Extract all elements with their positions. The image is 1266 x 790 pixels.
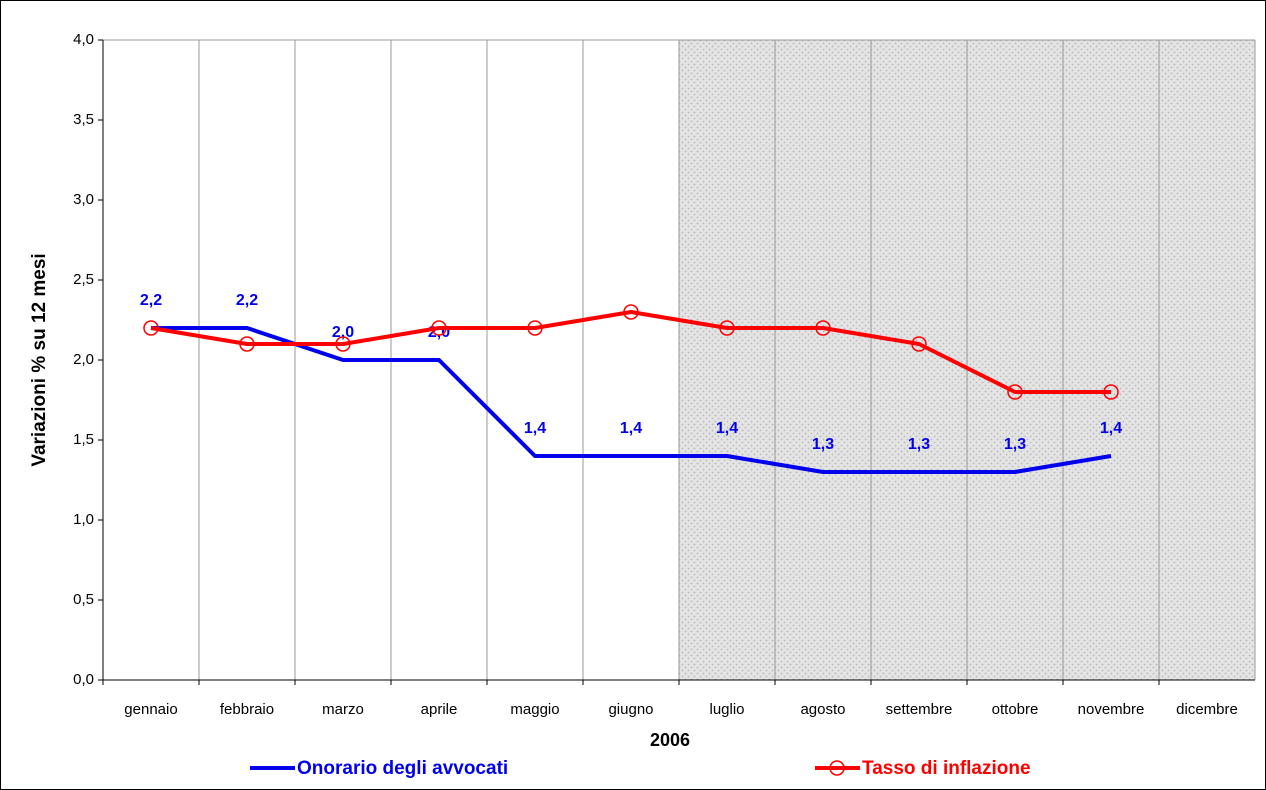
x-tick-label: aprile	[421, 701, 458, 718]
legend-label: Tasso di inflazione	[862, 758, 1031, 779]
series-line	[151, 326, 1112, 474]
marker	[239, 336, 255, 352]
x-tick-label: dicembre	[1176, 701, 1238, 718]
x-tick-label: ottobre	[992, 701, 1039, 718]
value-label: 2,2	[236, 292, 258, 309]
value-label: 1,3	[1004, 436, 1026, 453]
x-tick-label: marzo	[322, 701, 364, 718]
x-tick-label: settembre	[886, 701, 953, 718]
marker	[335, 336, 351, 352]
legend-marker	[829, 760, 845, 776]
y-tick-label: 2,5	[73, 271, 94, 288]
y-axis-title: Variazioni % su 12 mesi	[29, 253, 50, 466]
x-axis-title: 2006	[650, 730, 690, 750]
x-tick-label: maggio	[510, 701, 559, 718]
value-label: 2,2	[140, 292, 162, 309]
marker	[911, 336, 927, 352]
y-tick-label: 1,5	[73, 431, 94, 448]
y-tick-label: 4,0	[73, 31, 94, 48]
marker	[719, 320, 735, 336]
value-label: 1,3	[908, 436, 930, 453]
marker	[527, 320, 543, 336]
series-line	[150, 310, 1111, 394]
y-tick-label: 3,0	[73, 191, 94, 208]
value-label: 1,4	[716, 420, 738, 437]
marker	[143, 320, 159, 336]
value-label: 1,4	[1100, 420, 1122, 437]
y-tick-label: 0,0	[73, 671, 94, 688]
y-tick-label: 3,5	[73, 111, 94, 128]
value-label: 2,0	[332, 324, 354, 341]
x-tick-label: giugno	[608, 701, 653, 718]
value-label: 1,4	[620, 420, 642, 437]
value-label: 1,4	[524, 420, 546, 437]
x-tick-label: agosto	[800, 701, 845, 718]
y-tick-label: 2,0	[73, 351, 94, 368]
x-tick-label: novembre	[1078, 701, 1145, 718]
marker	[623, 304, 639, 320]
y-tick-label: 0,5	[73, 591, 94, 608]
x-tick-label: febbraio	[220, 701, 274, 718]
value-label: 1,3	[812, 436, 834, 453]
x-tick-label: luglio	[709, 701, 744, 718]
marker	[431, 320, 447, 336]
marker	[1103, 384, 1119, 400]
y-tick-label: 1,0	[73, 511, 94, 528]
marker	[815, 320, 831, 336]
x-tick-label: gennaio	[124, 701, 177, 718]
legend-label: Onorario degli avvocati	[297, 758, 508, 779]
marker	[1007, 384, 1023, 400]
